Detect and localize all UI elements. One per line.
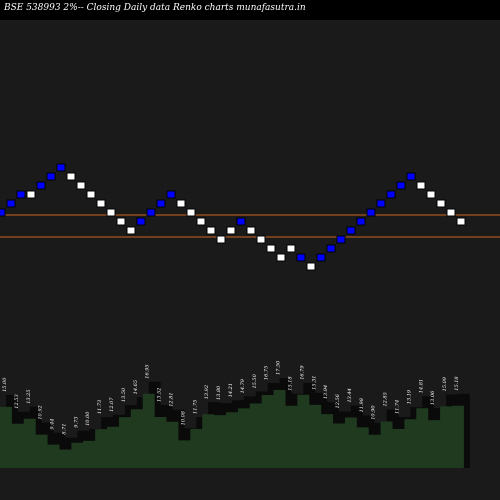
reference-lines <box>0 214 500 238</box>
volume-label: 15.09 <box>442 376 448 391</box>
renko-brick-up <box>116 217 126 226</box>
renko-brick-down <box>46 172 56 181</box>
volume-label: 12.81 <box>169 392 175 406</box>
volume-label: 16.79 <box>299 365 305 380</box>
renko-brick-down <box>56 163 66 172</box>
renko-brick-down <box>366 208 376 217</box>
renko-brick-down <box>356 217 366 226</box>
renko-brick-up <box>256 235 266 244</box>
renko-brick-up <box>266 244 276 253</box>
volume-label: 14.79 <box>240 378 246 393</box>
renko-brick-up <box>26 190 36 199</box>
renko-brick-up <box>176 199 186 208</box>
volume-label: 12.53 <box>14 394 20 408</box>
volume-label: 13.50 <box>121 387 127 402</box>
volume-label: 9.44 <box>50 419 56 430</box>
renko-brick-up <box>76 181 86 190</box>
renko-brick-up <box>436 199 446 208</box>
renko-brick-down <box>376 199 386 208</box>
renko-brick-down <box>146 208 156 217</box>
volume-label: 10.08 <box>180 411 186 425</box>
volume-label: 12.56 <box>335 393 341 408</box>
volume-label: 8.71 <box>61 423 67 434</box>
renko-brick-up <box>186 208 196 217</box>
volume-label: 16.95 <box>145 364 151 378</box>
renko-brick-up <box>216 235 226 244</box>
renko-brick-down <box>236 217 246 226</box>
volume-label: 13.19 <box>406 389 412 404</box>
renko-brick-up <box>416 181 426 190</box>
renko-brick-up <box>276 253 286 262</box>
volume-panel: 15.00 12.53 13.25 10.92 9.44 8.71 9.73 10.00 11.… <box>0 360 470 468</box>
volume-label: 11.98 <box>359 398 365 412</box>
volume-label: 15.50 <box>252 373 258 388</box>
renko-bricks <box>0 163 466 271</box>
renko-brick-down <box>406 172 416 181</box>
renko-brick-up <box>86 190 96 199</box>
volume-area <box>0 389 464 468</box>
volume-label: 15.00 <box>2 377 8 392</box>
volume-label: 14.21 <box>228 383 234 397</box>
volume-label: 13.06 <box>430 390 436 405</box>
volume-label: 14.65 <box>133 380 139 394</box>
renko-brick-up <box>206 226 216 235</box>
renko-brick-down <box>386 190 396 199</box>
renko-brick-down <box>6 199 16 208</box>
renko-brick-down <box>16 190 26 199</box>
renko-brick-down <box>0 208 6 217</box>
volume-label: 11.73 <box>97 400 103 414</box>
renko-brick-down <box>156 199 166 208</box>
renko-brick-down <box>136 217 146 226</box>
volume-label: 16.75 <box>264 366 270 380</box>
volume-label: 10.00 <box>85 411 91 426</box>
volume-label: 9.73 <box>73 417 79 428</box>
renko-brick-up <box>426 190 436 199</box>
renko-brick-up <box>456 217 466 226</box>
volume-label: 13.94 <box>323 385 329 399</box>
volume-label: 15.31 <box>311 375 317 389</box>
renko-brick-up <box>226 226 236 235</box>
renko-brick-up <box>446 208 456 217</box>
volume-label: 15.18 <box>287 376 293 390</box>
volume-label: 13.44 <box>347 388 353 402</box>
chart-title: BSE 538993 2%-- Closing Daily data Renko… <box>3 3 306 13</box>
volume-label: 12.85 <box>383 392 389 406</box>
volume-label: 15.18 <box>454 376 460 390</box>
volume-label: 17.50 <box>276 360 282 375</box>
renko-brick-down <box>36 181 46 190</box>
renko-brick-down <box>336 235 346 244</box>
renko-brick-down <box>396 181 406 190</box>
renko-brick-down <box>326 244 336 253</box>
renko-brick-up <box>106 208 116 217</box>
renko-brick-up <box>286 244 296 253</box>
renko-brick-up <box>306 262 316 271</box>
renko-brick-down <box>316 253 326 262</box>
volume-label: 11.74 <box>395 400 401 414</box>
volume-label: 12.07 <box>109 397 115 412</box>
volume-label: 13.80 <box>216 385 222 400</box>
volume-label: 11.75 <box>192 400 198 414</box>
renko-brick-down <box>346 226 356 235</box>
renko-brick-up <box>96 199 106 208</box>
renko-brick-up <box>246 226 256 235</box>
renko-brick-down <box>166 190 176 199</box>
volume-label: 13.25 <box>26 389 32 403</box>
volume-label: 13.92 <box>204 385 210 399</box>
renko-brick-up <box>126 226 136 235</box>
renko-brick-up <box>66 172 76 181</box>
volume-label: 14.81 <box>418 379 424 393</box>
volume-label: 10.90 <box>371 405 377 420</box>
renko-brick-down <box>296 253 306 262</box>
volume-label: 10.92 <box>38 405 44 419</box>
volume-label: 13.52 <box>157 388 163 402</box>
renko-brick-up <box>196 217 206 226</box>
